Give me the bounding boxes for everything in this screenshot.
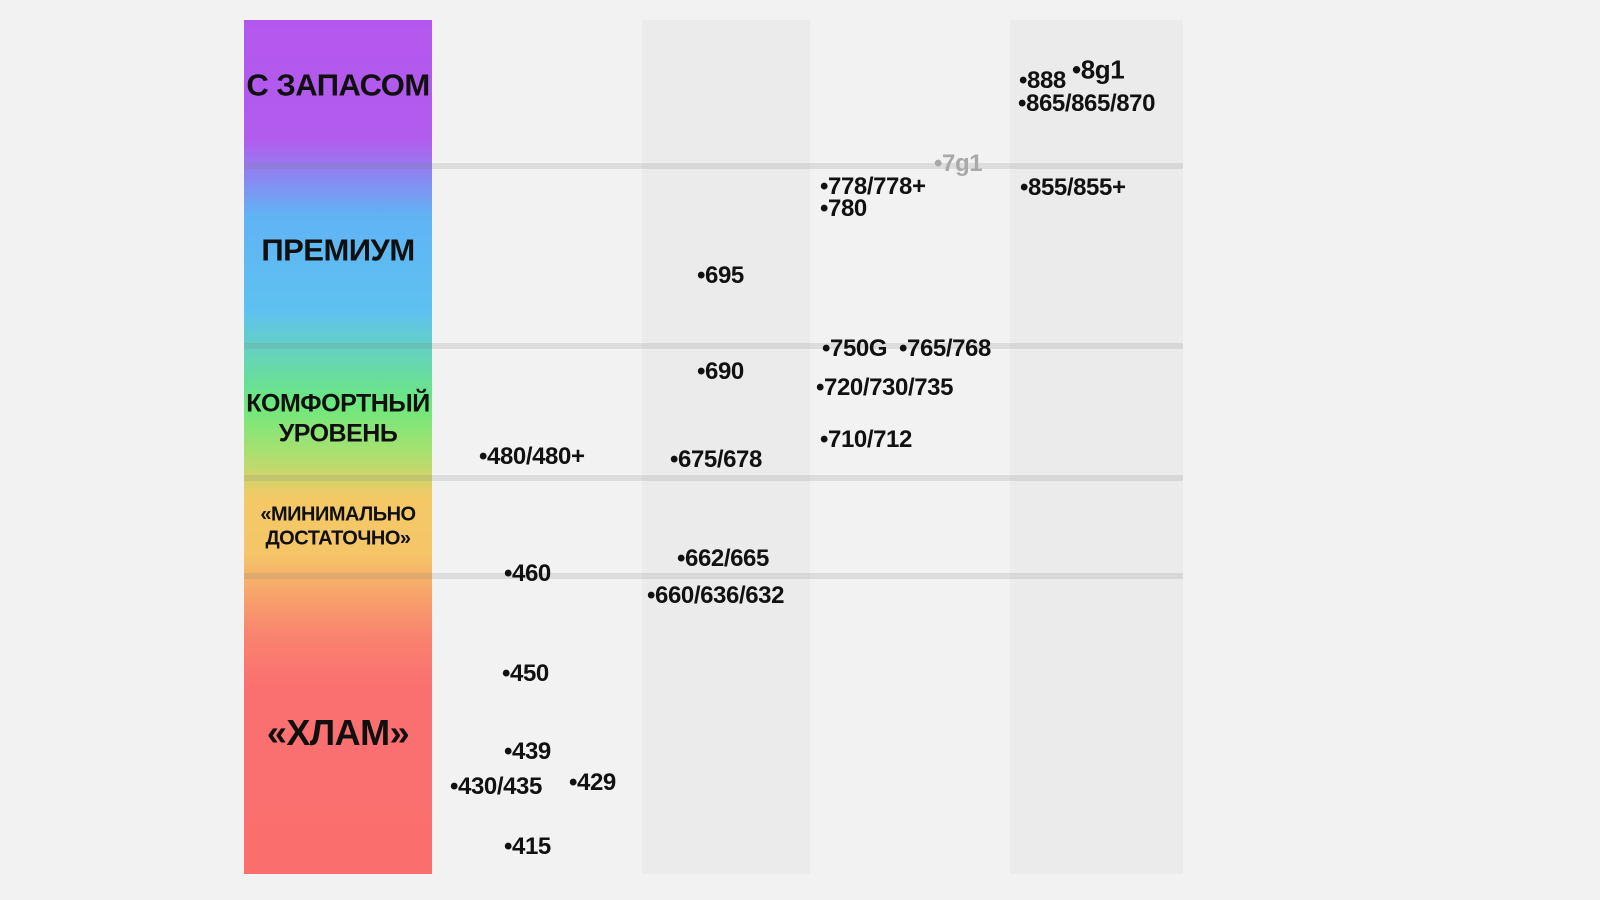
- chip-label: •765/768: [899, 335, 991, 362]
- chip-label: •480/480+: [479, 443, 585, 470]
- tier-boundary-gridline: [244, 573, 1183, 579]
- column-band: [1010, 20, 1183, 874]
- tier-label-line: С ЗАПАСОМ: [246, 67, 430, 103]
- chip-label: •460: [504, 560, 551, 587]
- chip-label: •439: [504, 738, 551, 765]
- chip-label: •430/435: [450, 773, 542, 800]
- chip-label: •415: [504, 833, 551, 860]
- chip-label: •750G: [822, 335, 888, 362]
- chip-label: •8g1: [1072, 54, 1125, 85]
- tier-label-premium: ПРЕМИУМ: [244, 233, 432, 270]
- tier-label-line: «МИНИМАЛЬНО: [260, 503, 416, 526]
- tier-boundary-gridline: [244, 163, 1183, 169]
- chip-label: •450: [502, 660, 549, 687]
- chip-label: •710/712: [820, 426, 912, 453]
- column-band: [642, 20, 810, 874]
- chip-label: •7g1: [934, 150, 983, 177]
- chip-label: •778/778+: [820, 173, 926, 200]
- chip-label: •695: [697, 262, 744, 289]
- tier-label-line: КОМФОРТНЫЙ: [246, 389, 430, 418]
- tier-boundary-gridline: [244, 475, 1183, 481]
- tier-boundary-gridline: [244, 343, 1183, 349]
- chip-label: •662/665: [677, 545, 769, 572]
- chip-label: •888: [1019, 67, 1066, 94]
- chip-label: •865/865/870: [1018, 90, 1156, 117]
- chip-label: •780: [820, 195, 867, 222]
- tier-label-line: ПРЕМИУМ: [261, 232, 415, 268]
- chip-label: •720/730/735: [816, 374, 954, 401]
- chip-label: •429: [569, 769, 616, 796]
- tier-label-min-dostat: «МИНИМАЛЬНО ДОСТАТОЧНО»: [244, 503, 432, 550]
- tier-label-line: ДОСТАТОЧНО»: [265, 527, 411, 549]
- chip-label: •675/678: [670, 446, 762, 473]
- tier-label-komfortny: КОМФОРТНЫЙ УРОВЕНЬ: [244, 390, 432, 449]
- chip-label: •660/636/632: [647, 582, 785, 609]
- tier-label-line: «ХЛАМ»: [266, 711, 410, 753]
- tier-gradient-bar: С ЗАПАСОМ ПРЕМИУМ КОМФОРТНЫЙ УРОВЕНЬ «МИНИМА…: [244, 20, 432, 874]
- tier-label-s-zapasom: С ЗАПАСОМ: [244, 68, 432, 105]
- tier-label-line: УРОВЕНЬ: [278, 419, 398, 447]
- chip-label: •690: [697, 358, 744, 385]
- tier-label-khlam: «ХЛАМ»: [244, 712, 432, 754]
- chip-label: •855/855+: [1020, 174, 1126, 201]
